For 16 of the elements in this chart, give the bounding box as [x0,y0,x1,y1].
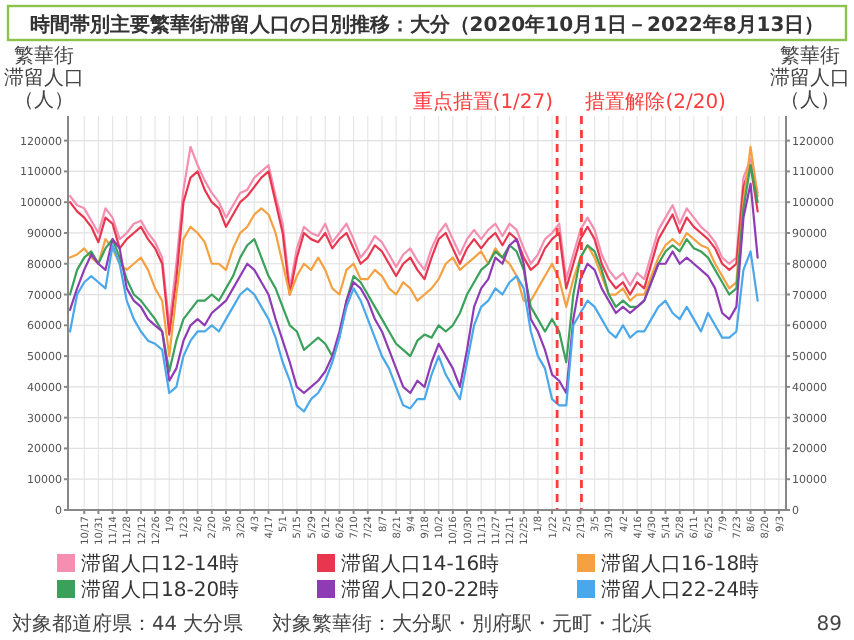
legend-label: 滞留人口18-20時 [81,578,240,602]
text: 89 [816,614,842,636]
legend-label: 滞留人口14-16時 [341,552,500,576]
legend-label: 滞留人口20-22時 [341,578,500,602]
y2-axis-title: 繁華街滞留人口（人） [770,44,850,112]
text: 対象繁華街：大分駅・別府駅・元町・北浜 [272,612,652,636]
line-series [68,182,759,395]
chart-title: 時間帯別主要繁華街滞留人口の日別推移：大分（2020年10月1日－2022年8月13日） [29,13,825,37]
ref-line-label: 重点措置(1/27) [412,90,554,114]
ref-line-label: 措置解除(2/20) [585,90,727,114]
line-series [68,244,759,413]
legend-label: 滞留人口16-18時 [601,552,760,576]
text: 対象都道府県：44 大分県 [12,612,244,636]
legend-label: 滞留人口22-24時 [601,578,760,602]
legend-label: 滞留人口12-14時 [81,552,240,576]
y-axis-title: 繁華街滞留人口（人） [4,44,84,112]
